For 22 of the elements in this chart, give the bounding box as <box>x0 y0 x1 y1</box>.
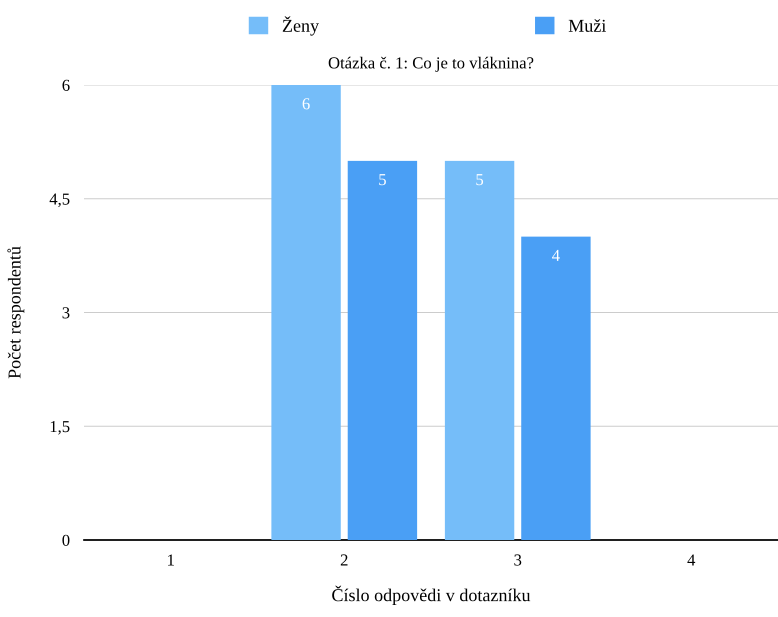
y-tick-label: 4,5 <box>50 194 70 208</box>
data-label: 4 <box>552 250 560 261</box>
x-tick-label: 4 <box>687 554 696 566</box>
y-tick-label: 6 <box>62 80 70 91</box>
bar <box>521 236 591 540</box>
legend-label: Ženy <box>282 16 319 36</box>
x-tick-label: 1 <box>168 554 174 566</box>
data-label: 6 <box>302 98 310 110</box>
y-tick-label: 1,5 <box>50 421 70 435</box>
y-tick-label: 0 <box>62 534 70 546</box>
x-axis-title: Číslo odpovědi v dotazníku <box>332 586 530 605</box>
y-tick-label: 3 <box>62 307 70 318</box>
legend-label: Muži <box>568 19 606 32</box>
x-tick-label: 2 <box>340 554 348 566</box>
chart-title: Otázka č. 1: Co je to vláknina? <box>328 56 534 72</box>
bar <box>271 85 341 540</box>
data-label: 5 <box>476 174 484 186</box>
data-label: 5 <box>379 174 386 186</box>
bar <box>444 160 514 540</box>
bar <box>348 160 418 540</box>
x-tick-label: 3 <box>514 554 522 566</box>
y-axis-title: Počet respondentů <box>7 246 24 378</box>
